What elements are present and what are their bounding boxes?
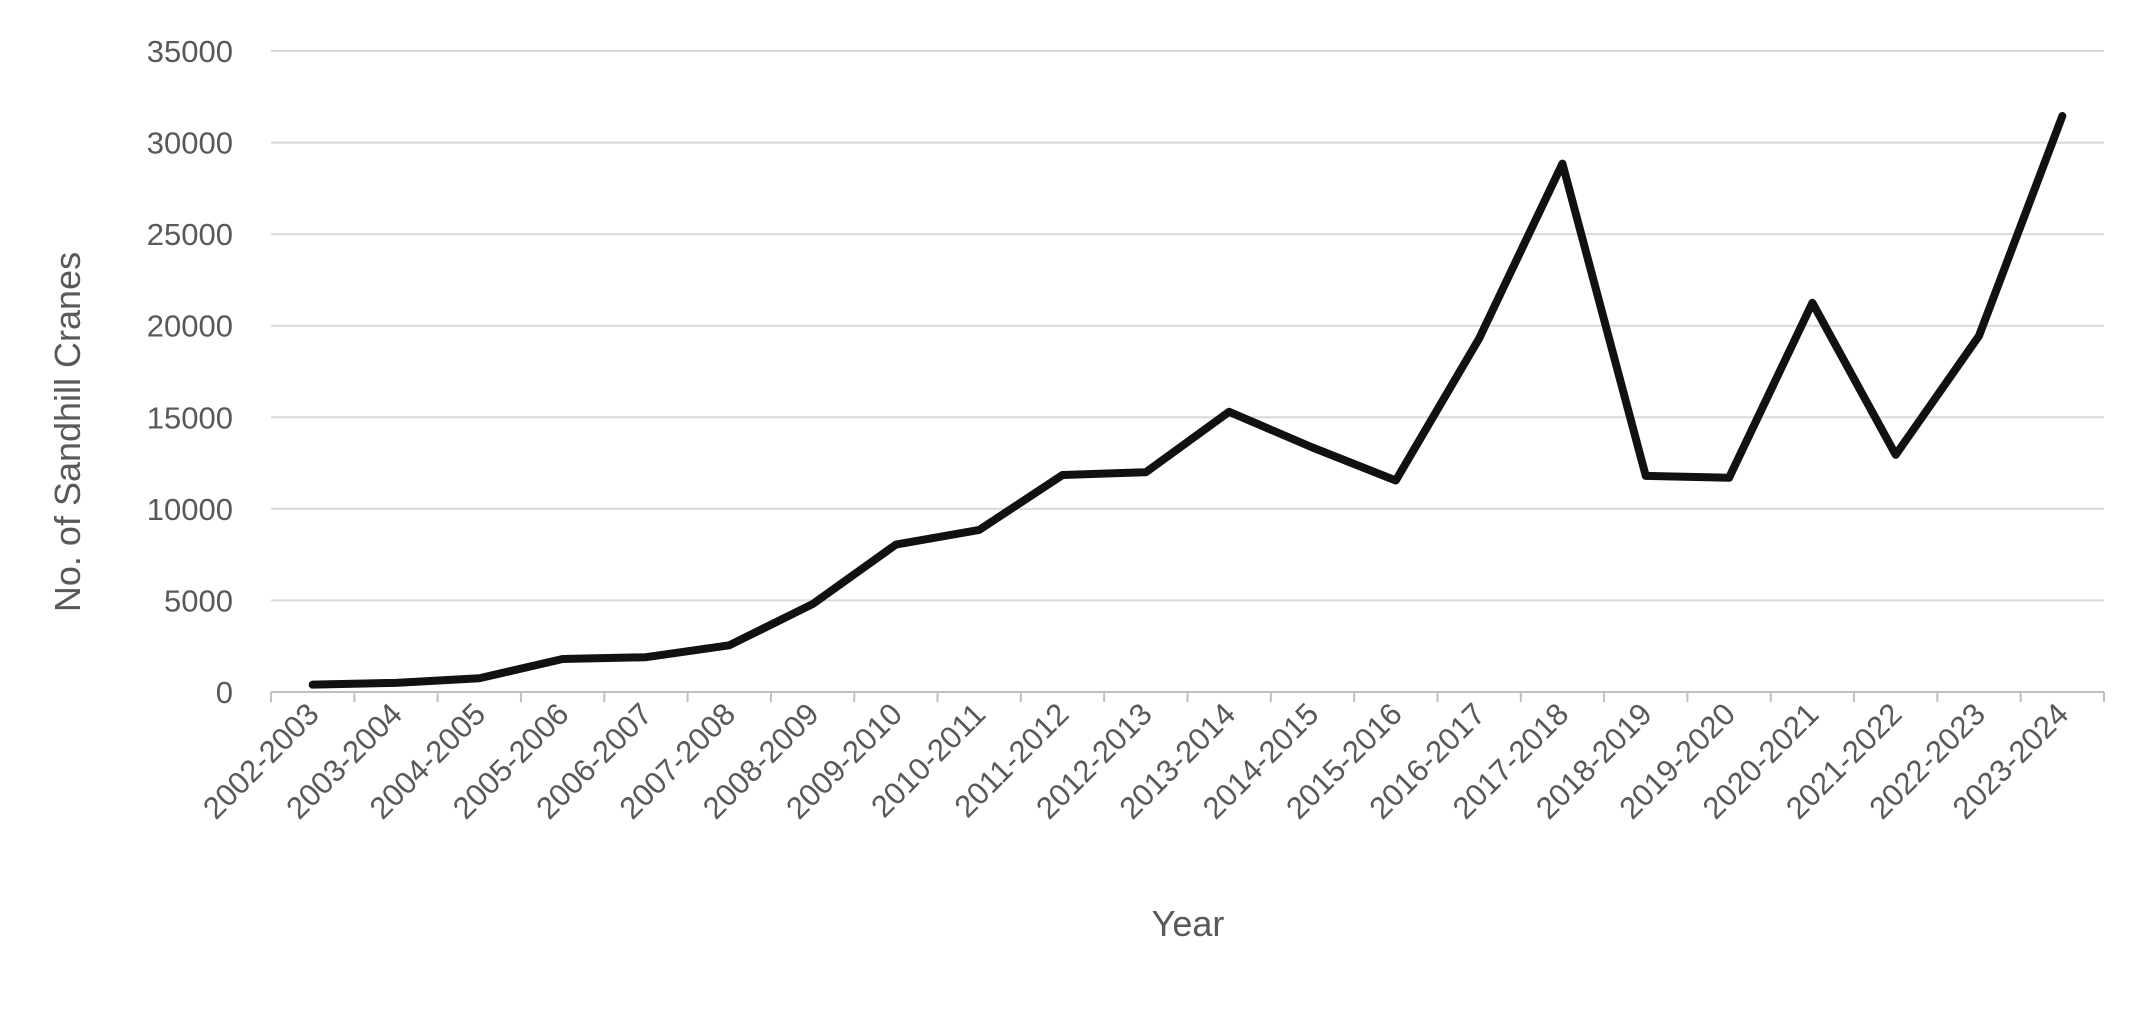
y-tick-label: 25000 bbox=[147, 217, 233, 252]
y-tick-labels: 0 5000 10000 15000 20000 25000 30000 35000 bbox=[147, 34, 233, 710]
gridlines bbox=[271, 51, 2104, 702]
y-tick-label: 15000 bbox=[147, 400, 233, 435]
y-tick-label: 30000 bbox=[147, 126, 233, 161]
y-axis-title: No. of Sandhill Cranes bbox=[47, 252, 88, 612]
x-axis-title: Year bbox=[1152, 903, 1225, 944]
y-tick-label: 0 bbox=[216, 675, 233, 710]
y-tick-label: 10000 bbox=[147, 492, 233, 527]
series-line bbox=[313, 116, 2063, 685]
y-tick-label: 5000 bbox=[164, 583, 233, 618]
x-tick-labels: 2002-20032003-20042004-20052005-20062006… bbox=[196, 696, 2075, 826]
y-tick-label: 35000 bbox=[147, 34, 233, 69]
y-tick-label: 20000 bbox=[147, 309, 233, 344]
